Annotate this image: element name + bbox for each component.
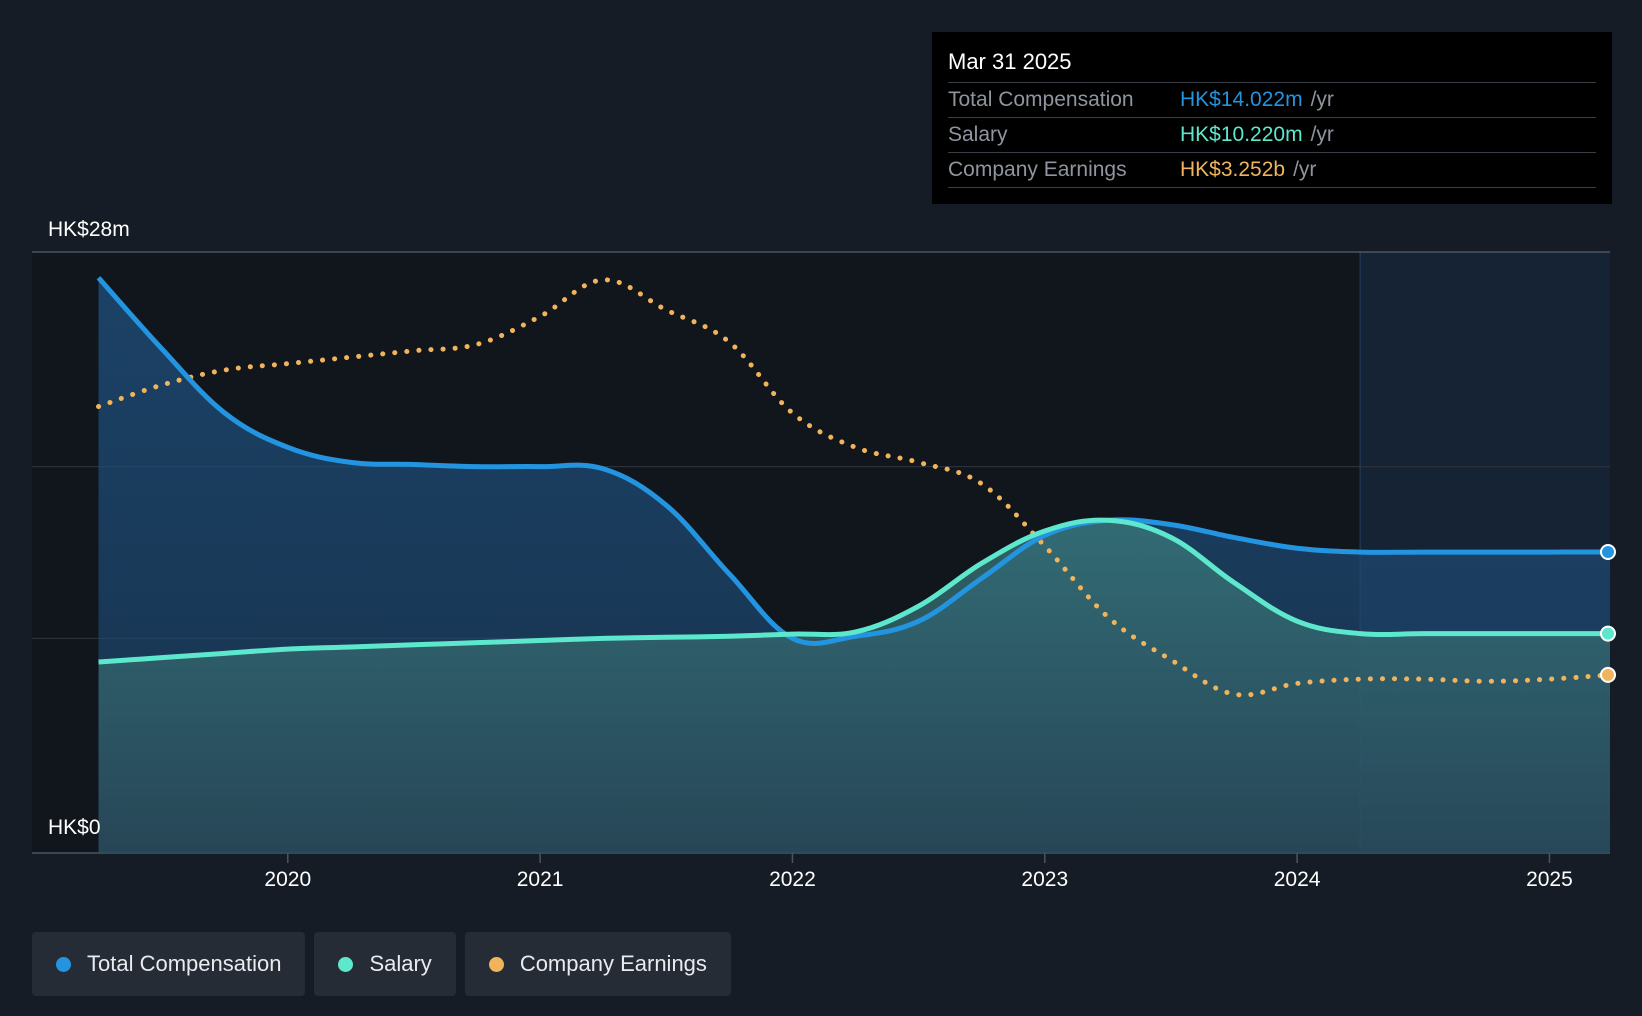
- x-tick-label: 2022: [769, 868, 816, 891]
- tooltip-value: HK$14.022m: [1180, 88, 1303, 111]
- y-axis-top-label: HK$28m: [48, 218, 130, 241]
- legend-label: Salary: [369, 951, 432, 976]
- salary-line: [98, 517, 1610, 665]
- tooltip-date: Mar 31 2025: [948, 49, 1072, 74]
- company-earnings-line: [96, 277, 1613, 698]
- tooltip: Mar 31 2025 Total Compensation HK$14.022…: [932, 32, 1612, 204]
- x-tick-label: 2023: [1021, 868, 1068, 891]
- tooltip-unit: /yr: [1310, 88, 1334, 111]
- series-end-marker: [1600, 666, 1616, 683]
- legend-item-company-earnings[interactable]: Company Earnings: [464, 932, 731, 996]
- legend: Total Compensation Salary Company Earnin…: [32, 932, 731, 996]
- tooltip-unit: /yr: [1310, 123, 1334, 146]
- legend-label: Company Earnings: [519, 951, 707, 976]
- legend-dot-icon: [56, 956, 71, 972]
- y-axis-bottom-label: HK$0: [48, 816, 101, 839]
- legend-item-total-compensation[interactable]: Total Compensation: [32, 932, 306, 996]
- tooltip-value: HK$10.220m: [1180, 123, 1303, 146]
- legend-label: Total Compensation: [87, 951, 282, 976]
- tooltip-row-salary: Salary HK$10.220m /yr: [948, 117, 1596, 152]
- x-tick-label: 2021: [517, 868, 564, 891]
- series-end-marker: [1600, 544, 1616, 561]
- tooltip-label: Salary: [948, 123, 1008, 146]
- x-tick-label: 2025: [1526, 868, 1573, 891]
- x-tick-label: 2024: [1274, 868, 1321, 891]
- legend-item-salary[interactable]: Salary: [314, 932, 456, 996]
- legend-dot-icon: [338, 956, 354, 972]
- tooltip-value: HK$3.252b: [1180, 158, 1286, 181]
- series-end-marker: [1600, 625, 1616, 642]
- x-tick-label: 2020: [264, 868, 311, 891]
- tooltip-row-company-earnings: Company Earnings HK$3.252b /yr: [948, 152, 1596, 188]
- salary-area: [98, 520, 1611, 853]
- total-compensation-line: [96, 276, 1611, 646]
- tooltip-label: Total Compensation: [948, 88, 1134, 111]
- tooltip-unit: /yr: [1293, 158, 1317, 181]
- legend-dot-icon: [488, 956, 504, 972]
- tooltip-label: Company Earnings: [948, 158, 1127, 181]
- tooltip-row-total-compensation: Total Compensation HK$14.022m /yr: [948, 82, 1596, 117]
